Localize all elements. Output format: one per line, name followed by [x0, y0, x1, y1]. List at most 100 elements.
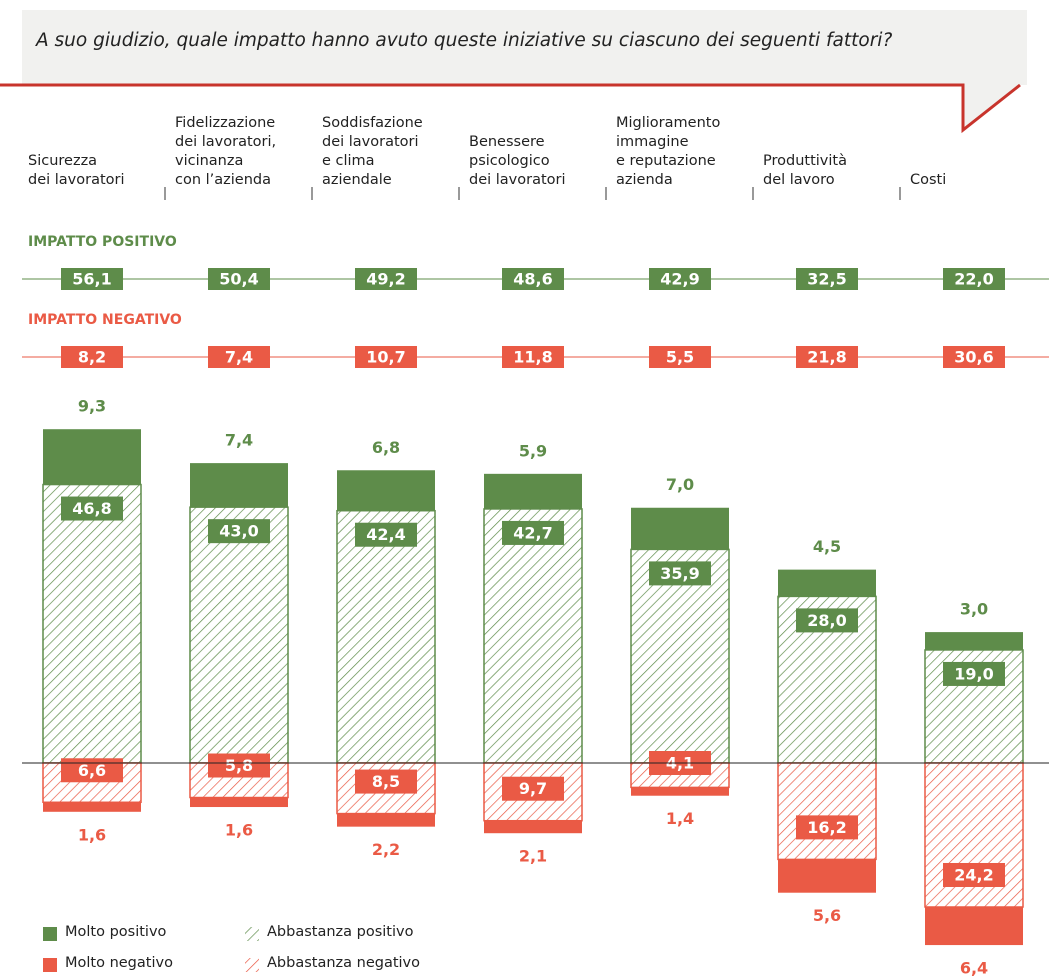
category-label: Sicurezza dei lavoratori: [28, 153, 125, 188]
bar-segment: [631, 507, 729, 550]
label-box: [502, 776, 564, 801]
total-box: [355, 346, 417, 368]
bar-segment: [336, 509, 436, 764]
label-box: [208, 753, 270, 778]
total-label: 32,5: [807, 270, 846, 289]
bar-segment: [43, 429, 141, 485]
value-label: 2,2: [372, 840, 400, 859]
category-label: Produttività del lavoro: [763, 153, 847, 188]
total-box: [943, 346, 1005, 368]
total-box: [208, 346, 270, 368]
total-box: [61, 268, 123, 290]
value-label: 3,0: [960, 600, 988, 619]
totals-header: IMPATTO POSITIVO: [28, 234, 177, 250]
value-label: 4,5: [813, 537, 841, 556]
legend-swatch: [245, 927, 259, 941]
value-label: 28,0: [807, 611, 846, 630]
legend-swatch: [43, 927, 57, 941]
bar-segment: [925, 632, 1023, 650]
value-label: 42,4: [366, 525, 405, 544]
total-label: 21,8: [807, 348, 846, 367]
bar-segment: [483, 508, 583, 764]
label-box: [649, 561, 711, 586]
total-box: [502, 346, 564, 368]
bar-segment: [190, 463, 288, 508]
label-box: [355, 769, 417, 794]
value-label: 9,3: [78, 397, 106, 416]
value-label: 16,2: [807, 818, 846, 837]
label-box: [943, 661, 1005, 686]
total-box: [796, 268, 858, 290]
total-label: 7,4: [225, 348, 253, 367]
value-label: 7,0: [666, 475, 694, 494]
legend-swatch: [43, 958, 57, 972]
bar-segment: [631, 787, 729, 796]
category-label: Benessere psicologico dei lavoratori: [469, 134, 566, 188]
total-label: 48,6: [513, 270, 552, 289]
value-label: 46,8: [72, 499, 111, 518]
bar-segment: [337, 813, 435, 827]
value-label: 9,7: [519, 779, 547, 798]
bar-segment: [42, 483, 142, 764]
label-box: [61, 758, 123, 783]
legend-label: Abbastanza negativo: [267, 955, 421, 971]
total-box: [502, 268, 564, 290]
total-label: 8,2: [78, 348, 106, 367]
totals-header: IMPATTO NEGATIVO: [28, 312, 182, 328]
value-label: 1,4: [666, 809, 694, 828]
total-label: 50,4: [219, 270, 258, 289]
total-label: 56,1: [72, 270, 111, 289]
legend-swatch: [245, 958, 259, 972]
category-label: Fidelizzazione dei lavoratori, vicinanza…: [175, 115, 277, 188]
value-label: 7,4: [225, 431, 253, 450]
total-label: 22,0: [954, 270, 993, 289]
total-box: [649, 268, 711, 290]
value-label: 8,5: [372, 772, 400, 791]
category-label: Costi: [910, 172, 947, 188]
bar-segment: [778, 859, 876, 893]
bar-segment: [189, 506, 289, 764]
label-box: [943, 862, 1005, 887]
bar-segment: [484, 473, 582, 509]
value-label: 19,0: [954, 664, 993, 683]
value-label: 5,9: [519, 441, 547, 460]
legend-label: Molto positivo: [65, 924, 167, 940]
bar-segment: [484, 820, 582, 834]
bar-segment: [337, 470, 435, 511]
total-label: 11,8: [513, 348, 552, 367]
total-box: [208, 268, 270, 290]
total-label: 42,9: [660, 270, 699, 289]
bar-segment: [190, 797, 288, 808]
total-box: [61, 346, 123, 368]
title-box: [22, 10, 1027, 85]
value-label: 6,4: [960, 959, 988, 976]
value-label: 43,0: [219, 522, 258, 541]
total-label: 30,6: [954, 348, 993, 367]
legend-label: Abbastanza positivo: [267, 924, 414, 940]
total-label: 10,7: [366, 348, 405, 367]
total-label: 49,2: [366, 270, 405, 289]
category-label: Miglioramento immagine e reputazione azi…: [616, 115, 721, 188]
bar-segment: [43, 802, 141, 812]
bar-segment: [925, 906, 1023, 946]
label-box: [355, 522, 417, 547]
label-box: [61, 496, 123, 521]
value-label: 6,8: [372, 438, 400, 457]
bar-segment: [778, 569, 876, 597]
value-label: 1,6: [225, 821, 253, 840]
value-label: 5,8: [225, 756, 253, 775]
value-label: 6,6: [78, 761, 106, 780]
label-box: [796, 608, 858, 633]
total-box: [355, 268, 417, 290]
value-label: 2,1: [519, 847, 547, 866]
value-label: 5,6: [813, 906, 841, 925]
value-label: 1,6: [78, 825, 106, 844]
total-box: [796, 346, 858, 368]
value-label: 42,7: [513, 523, 552, 542]
total-label: 5,5: [666, 348, 694, 367]
total-box: [943, 268, 1005, 290]
legend-label: Molto negativo: [65, 955, 173, 971]
label-box: [502, 520, 564, 545]
